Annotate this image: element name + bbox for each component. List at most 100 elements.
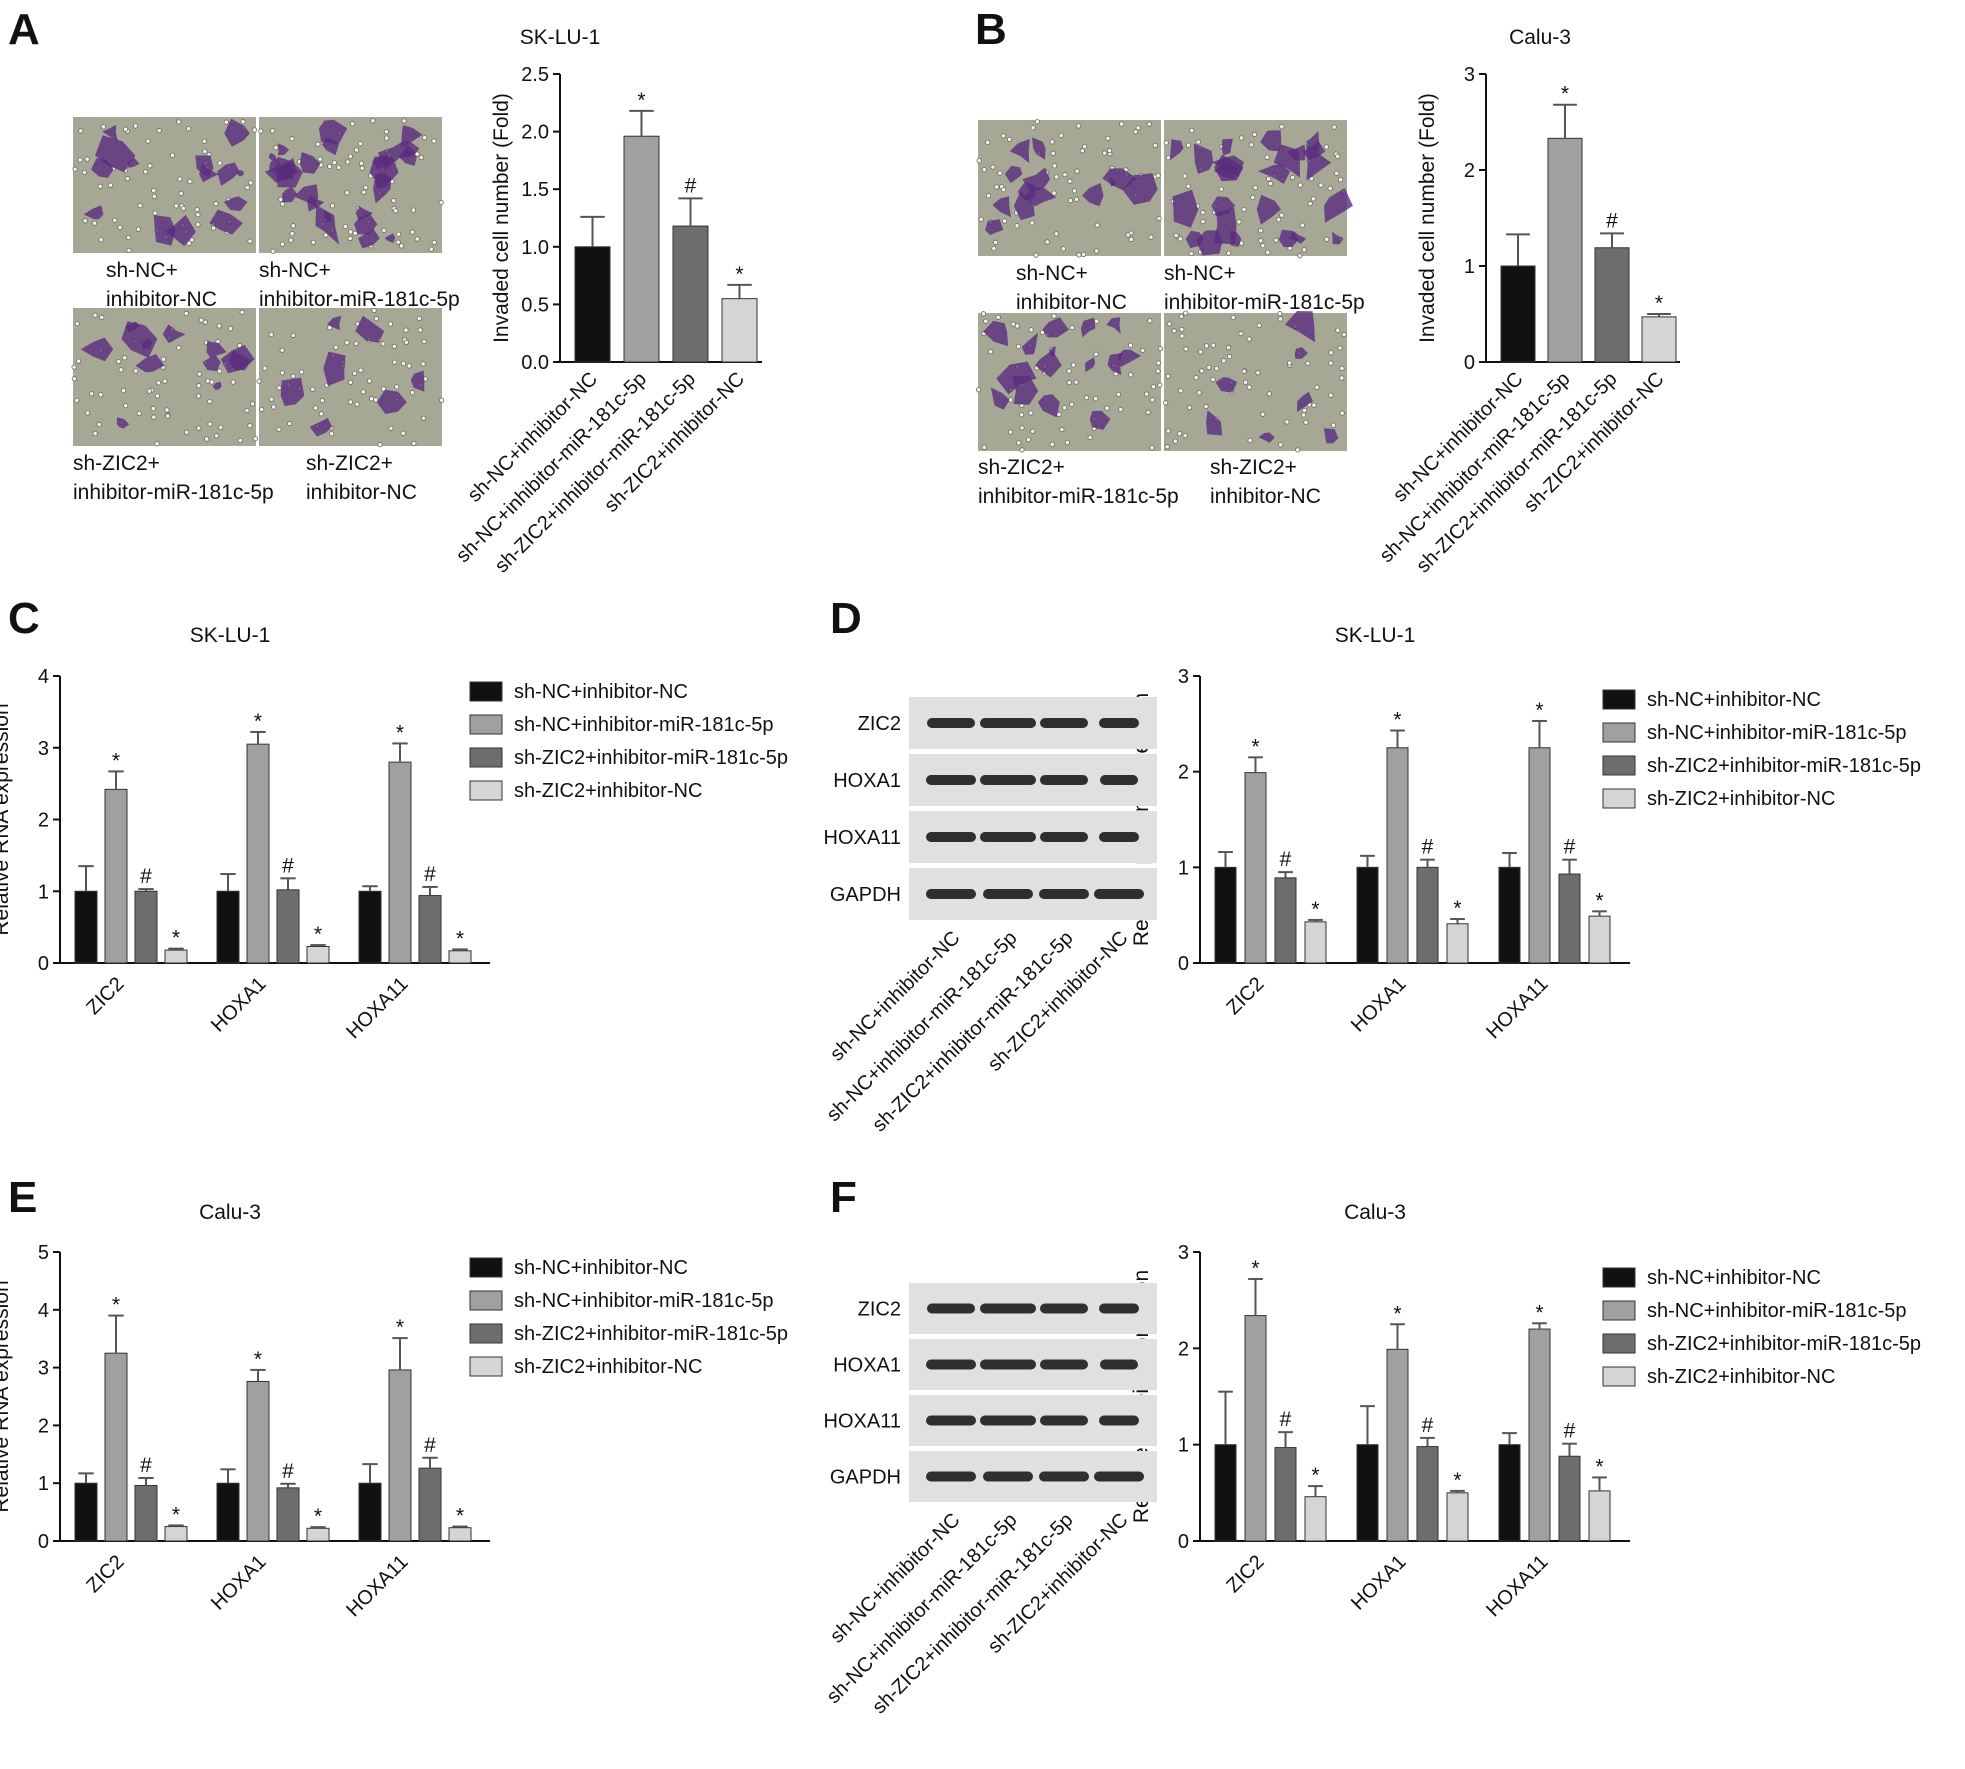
pore (92, 312, 98, 318)
pore (1341, 331, 1347, 338)
pore (1230, 314, 1236, 321)
star-mark: * (396, 721, 404, 744)
pore (1146, 121, 1152, 127)
blot-lane-label: sh-ZIC2+inhibitor-miR-181c-5p (868, 927, 1077, 1136)
micrograph (975, 311, 1164, 453)
pore (310, 386, 316, 392)
bar (358, 890, 382, 964)
legend-swatch (469, 1356, 503, 1377)
bar (134, 890, 158, 964)
pore (1148, 234, 1154, 240)
legend-entry: sh-NC+inhibitor-NC (1647, 1267, 1821, 1289)
pore (1163, 140, 1169, 146)
pore (347, 153, 353, 159)
invaded-cell (992, 196, 1012, 218)
invaded-cell (1037, 394, 1060, 418)
pore (348, 229, 354, 235)
bar (306, 945, 330, 964)
invaded-cell (376, 389, 407, 414)
pore (1066, 368, 1072, 374)
bar (388, 1369, 412, 1542)
pore (147, 163, 153, 169)
pore (271, 404, 277, 410)
invaded-cell (1035, 350, 1062, 378)
legend-entry: sh-NC+inhibitor-miR-181c-5p (1647, 1300, 1907, 1322)
pore (92, 430, 98, 437)
pore (993, 239, 999, 245)
pore (1284, 419, 1290, 425)
bar (1356, 1444, 1379, 1542)
pore (1337, 345, 1343, 351)
pore (269, 128, 276, 134)
legend-entry: sh-NC+inhibitor-miR-181c-5p (1647, 722, 1907, 744)
pore (1177, 431, 1183, 437)
pore (387, 321, 394, 327)
pore (380, 341, 386, 347)
star-mark: * (314, 923, 322, 946)
pore (1014, 323, 1020, 329)
micrograph-caption: sh-NC+ (106, 259, 178, 282)
bar (418, 895, 442, 964)
invaded-cell (1273, 144, 1300, 178)
pore (279, 201, 286, 207)
pore (1256, 322, 1262, 329)
pore (204, 436, 210, 442)
pore (244, 184, 250, 191)
pore (71, 376, 77, 382)
pore (1171, 328, 1177, 334)
pore (137, 202, 143, 209)
invaded-cell (410, 370, 425, 392)
bar (672, 225, 709, 363)
pore (1115, 391, 1122, 398)
pore (391, 343, 397, 350)
y-tick-label: 2 (38, 1415, 49, 1437)
pore (1246, 384, 1252, 390)
star-mark: * (1251, 1257, 1259, 1280)
pore (1093, 351, 1099, 357)
micrograph-caption: sh-NC+ (1016, 262, 1088, 285)
pore (189, 237, 195, 243)
legend-entry: sh-NC+inhibitor-NC (514, 681, 688, 703)
star-mark: * (1311, 898, 1319, 921)
pore (98, 237, 104, 243)
pore (414, 236, 420, 242)
bar (134, 1485, 158, 1542)
pore (279, 347, 285, 353)
pore (1226, 353, 1233, 360)
pore (1010, 321, 1016, 327)
pore (985, 193, 992, 199)
pore (1214, 365, 1220, 372)
pore (194, 207, 200, 213)
pore (388, 425, 394, 431)
pore (118, 367, 124, 373)
blot-band (1099, 832, 1139, 842)
invaded-cell (202, 355, 221, 372)
pore (1152, 142, 1158, 148)
pore (1155, 360, 1161, 366)
pore (1265, 176, 1272, 182)
pore (1051, 190, 1057, 196)
pore (361, 189, 367, 195)
pore (403, 327, 409, 333)
pore (1008, 429, 1014, 435)
bar (448, 1527, 472, 1542)
star-mark: * (637, 89, 645, 112)
y-tick-label: 2 (1464, 160, 1475, 182)
legend: sh-NC+inhibitor-NC sh-NC+inhibitor-miR-18… (1602, 1267, 1921, 1388)
pore (1044, 239, 1050, 245)
pore (1290, 174, 1296, 180)
invaded-cell (80, 337, 114, 362)
invaded-cell (228, 350, 252, 371)
pore (1334, 170, 1340, 176)
pore (202, 319, 208, 325)
pore (237, 437, 243, 444)
pore (71, 364, 77, 370)
invaded-cell (1195, 230, 1223, 256)
pore (1200, 219, 1206, 225)
blot-lane-label: sh-ZIC2+inhibitor-miR-181c-5p (868, 1509, 1077, 1718)
invaded-cell (116, 417, 130, 429)
pore (994, 184, 1000, 190)
bar (1416, 1446, 1439, 1542)
star-mark: * (396, 1316, 404, 1339)
pore (1030, 125, 1036, 131)
